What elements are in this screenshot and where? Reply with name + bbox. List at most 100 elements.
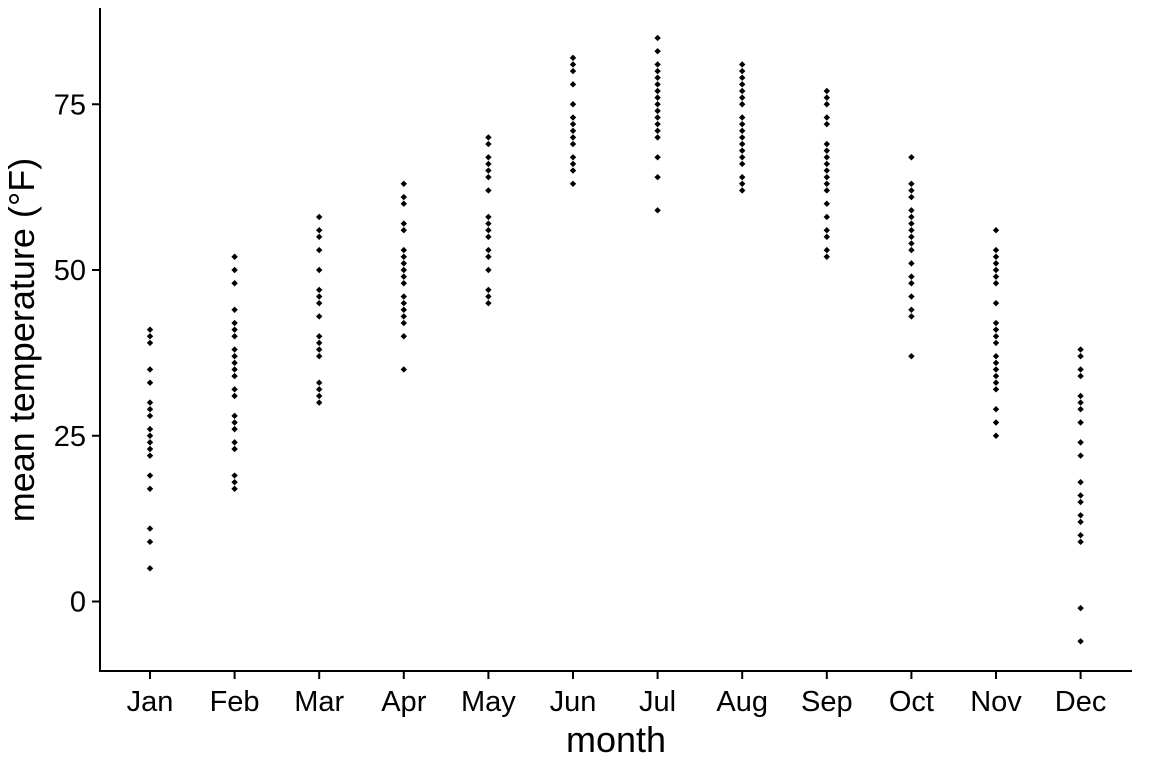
data-point-nov (992, 266, 1000, 274)
data-point-aug (739, 94, 746, 101)
data-point-aug (739, 180, 746, 188)
data-point-nov (992, 359, 1000, 367)
data-point-apr (400, 260, 407, 267)
data-point-jan (146, 485, 154, 492)
data-point-mar (316, 352, 323, 360)
data-point-jan (146, 333, 154, 340)
x-tick-label-jun: Jun (550, 686, 597, 718)
y-tick-label: 25 (54, 421, 86, 453)
data-point-oct (908, 293, 915, 300)
data-point-mar (316, 293, 323, 300)
data-point-sep (823, 246, 830, 254)
data-point-apr (400, 220, 407, 227)
data-point-apr (400, 227, 407, 234)
data-point-mar (316, 313, 323, 320)
x-tick-label-jul: Jul (639, 686, 676, 718)
data-point-nov (992, 326, 1000, 333)
data-point-dec (1077, 604, 1084, 612)
data-point-feb (231, 352, 238, 360)
data-point-may (485, 227, 492, 234)
data-point-nov (992, 253, 1000, 260)
data-point-dec (1077, 532, 1084, 539)
data-point-feb (231, 478, 238, 486)
data-point-may (485, 140, 492, 148)
data-point-aug (739, 114, 746, 121)
data-point-mar (316, 386, 323, 393)
x-tick-label-aug: Aug (716, 686, 768, 718)
data-point-feb (231, 372, 238, 380)
data-point-nov (992, 432, 1000, 439)
x-tick-label-nov: Nov (970, 686, 1022, 718)
data-point-jul (654, 127, 661, 134)
data-point-apr (400, 280, 407, 287)
data-point-jul (654, 34, 661, 42)
data-point-jun (569, 167, 577, 174)
data-point-jun (569, 127, 577, 134)
y-tick-label: 50 (54, 255, 86, 287)
data-point-jul (654, 120, 661, 128)
data-point-feb (231, 445, 238, 453)
data-point-jul (654, 94, 661, 101)
data-point-dec (1077, 372, 1084, 380)
data-point-aug (739, 154, 746, 161)
data-point-jun (569, 81, 577, 88)
data-point-jan (146, 432, 154, 439)
data-point-oct (908, 260, 915, 267)
data-point-mar (316, 213, 323, 221)
data-point-nov (992, 280, 1000, 287)
data-point-apr (400, 319, 407, 327)
data-point-nov (992, 227, 1000, 234)
data-point-may (485, 299, 492, 307)
data-point-apr (400, 246, 407, 254)
data-point-sep (823, 94, 830, 101)
data-point-dec (1077, 452, 1084, 459)
data-point-oct (908, 227, 915, 234)
x-tick-label-dec: Dec (1055, 686, 1107, 718)
data-point-may (485, 160, 492, 168)
data-point-mar (316, 333, 323, 340)
data-point-may (485, 154, 492, 161)
data-point-sep (823, 227, 830, 234)
data-point-may (485, 213, 492, 221)
data-point-dec (1077, 392, 1084, 400)
data-point-aug (739, 147, 746, 154)
data-point-apr (400, 273, 407, 280)
data-point-may (485, 167, 492, 174)
data-point-sep (823, 253, 830, 260)
data-point-oct (908, 352, 915, 360)
data-point-oct (908, 220, 915, 227)
data-point-dec (1077, 492, 1084, 499)
data-point-jan (146, 472, 154, 479)
y-axis-ticks: 0 25 50 75 (54, 89, 100, 619)
data-point-mar (316, 339, 323, 347)
x-axis-title: month (566, 719, 666, 760)
data-point-mar (316, 233, 323, 241)
data-point-jul (654, 207, 661, 214)
data-point-nov (992, 273, 1000, 280)
data-point-feb (231, 412, 238, 420)
data-point-jan (146, 525, 154, 532)
data-point-jul (654, 154, 661, 161)
y-tick-label: 0 (70, 587, 86, 619)
data-point-jul (654, 81, 661, 88)
data-point-apr (400, 193, 407, 201)
data-point-mar (316, 299, 323, 307)
data-point-jun (569, 154, 577, 161)
data-point-feb (231, 280, 238, 287)
data-point-nov (992, 299, 1000, 307)
data-point-nov (992, 372, 1000, 380)
data-point-nov (992, 386, 1000, 393)
data-point-feb (231, 392, 238, 400)
data-point-aug (739, 187, 746, 194)
data-point-jan (146, 565, 154, 572)
data-point-jan (146, 379, 154, 386)
data-point-nov (992, 339, 1000, 347)
data-point-may (485, 173, 492, 181)
data-point-oct (908, 280, 915, 287)
data-point-may (485, 220, 492, 227)
data-point-jun (569, 180, 577, 188)
data-point-sep (823, 120, 830, 128)
data-point-nov (992, 319, 1000, 327)
data-point-jan (146, 445, 154, 453)
